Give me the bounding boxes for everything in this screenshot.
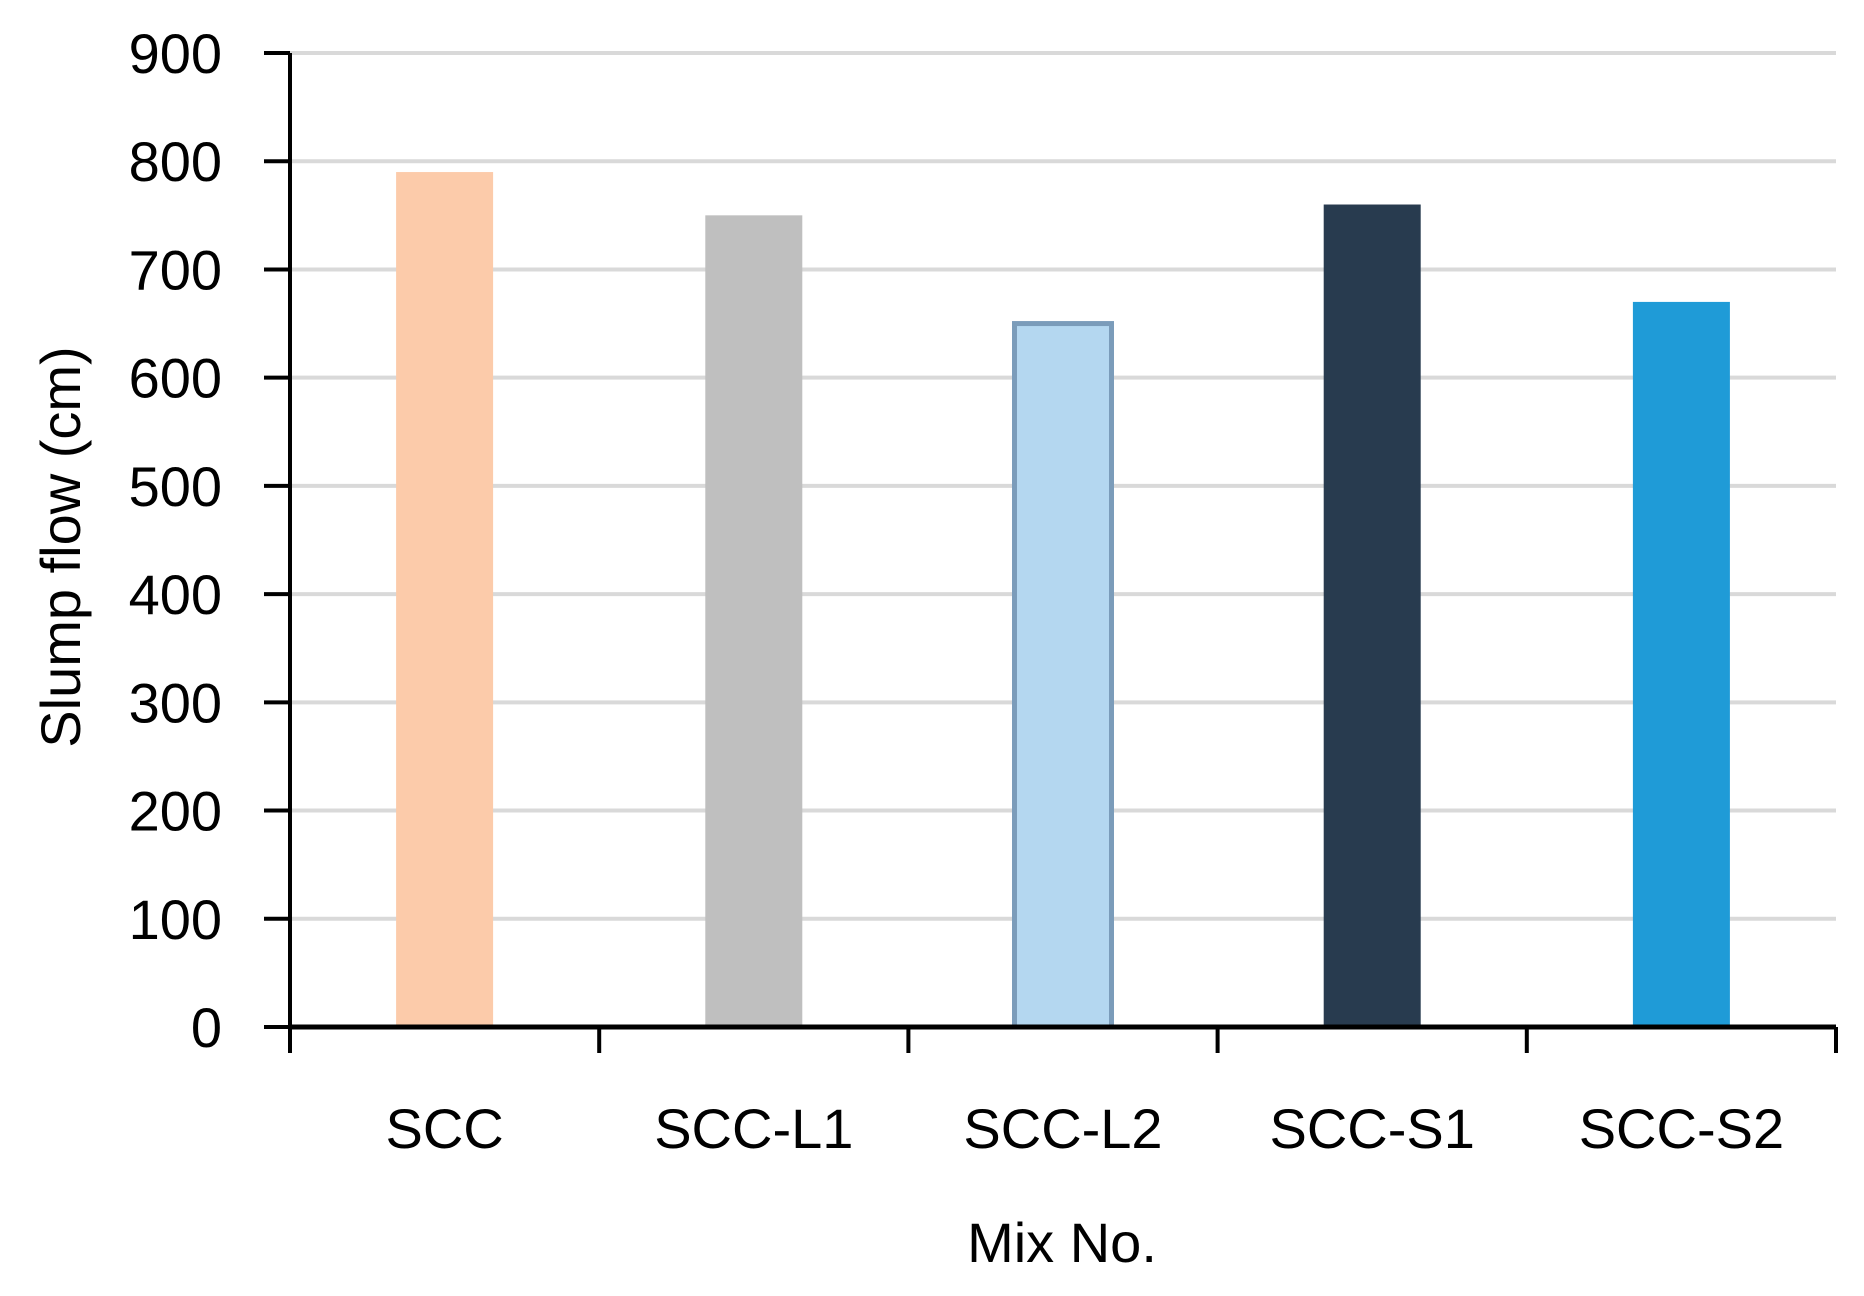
- bar: [1323, 204, 1421, 1027]
- y-tick-label: 400: [129, 563, 222, 626]
- bar: [705, 215, 803, 1028]
- x-category-label: SCC-S2: [1579, 1097, 1784, 1160]
- x-category-label: SCC-L1: [654, 1097, 853, 1160]
- bar: [396, 172, 494, 1028]
- y-axis-title: Slump flow (cm): [29, 346, 92, 747]
- y-tick-label: 200: [129, 780, 222, 843]
- y-tick-label: 800: [129, 130, 222, 193]
- x-category-label: SCC-L2: [963, 1097, 1162, 1160]
- y-tick-label: 100: [129, 888, 222, 951]
- y-tick-label: 600: [129, 347, 222, 410]
- x-category-label: SCC-S1: [1270, 1097, 1475, 1160]
- y-tick-label: 300: [129, 671, 222, 734]
- y-tick-label: 700: [129, 238, 222, 301]
- axes: [264, 51, 1838, 1053]
- y-tick-label: 900: [129, 22, 222, 85]
- y-tick-label: 0: [191, 996, 222, 1059]
- x-category-label: SCC: [385, 1097, 503, 1160]
- x-axis-title: Mix No.: [967, 1211, 1157, 1274]
- bars: [396, 172, 1730, 1030]
- bar: [1632, 301, 1730, 1027]
- y-tick-labels: 0 100 200 300 400 500 600 700 800 900: [129, 22, 222, 1059]
- y-tick-label: 500: [129, 455, 222, 518]
- x-category-labels: SCC SCC-L1 SCC-L2 SCC-S1 SCC-S2: [385, 1097, 1784, 1160]
- bar: [1012, 321, 1114, 1030]
